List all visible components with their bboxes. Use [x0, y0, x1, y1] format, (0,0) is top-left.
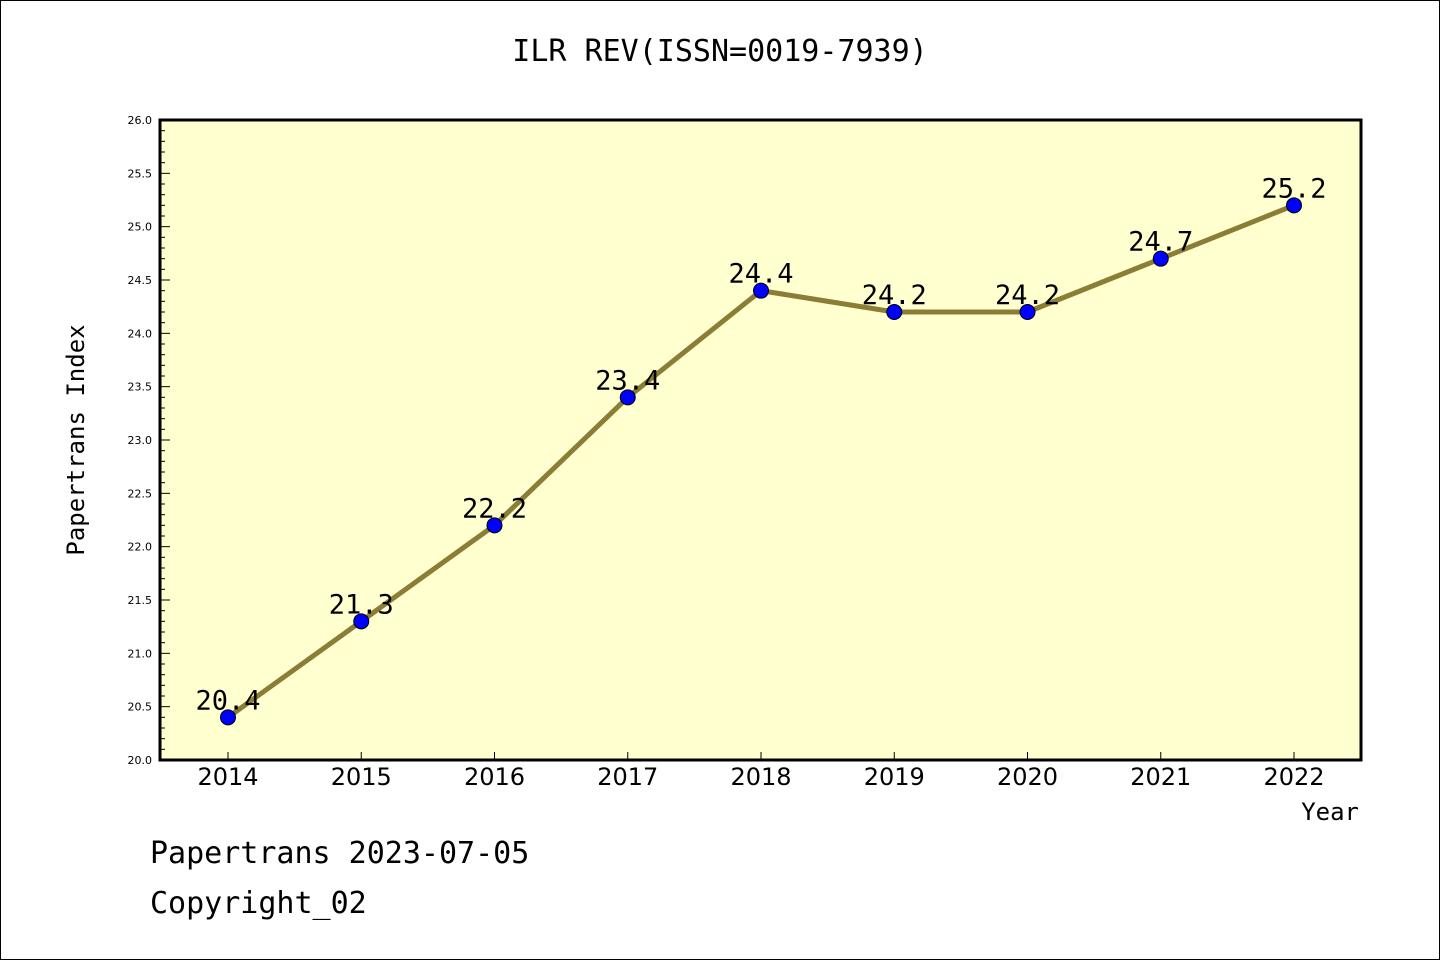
y-tick-label: 20.0: [128, 754, 153, 767]
y-tick-label: 22.5: [128, 487, 153, 500]
y-tick-label: 23.5: [128, 381, 153, 394]
y-tick-label: 20.5: [128, 701, 153, 714]
data-point: [1152, 250, 1169, 267]
y-tick-label: 24.5: [128, 274, 153, 287]
x-tick-label: 2021: [1130, 763, 1191, 791]
x-tick-label: 2018: [730, 763, 791, 791]
data-point: [1019, 304, 1036, 320]
footer-copyright: Copyright_02: [150, 886, 367, 921]
y-tick-label: 26.0: [128, 114, 153, 127]
x-tick-label: 2015: [331, 763, 392, 791]
footer-date: Papertrans 2023-07-05: [150, 836, 530, 871]
x-tick-label: 2022: [1263, 763, 1324, 791]
x-axis: 2014 2015 2016 2017 2018 2019 2020 2021 2022: [197, 752, 1325, 791]
series-layer: [220, 197, 1302, 726]
data-label: 20.4: [195, 685, 260, 716]
data-label: 21.3: [329, 589, 394, 620]
data-point: [886, 304, 903, 320]
chart-title: ILR REV(ISSN=0019-7939): [512, 34, 928, 69]
data-label: 24.2: [995, 280, 1060, 311]
data-point: [619, 389, 636, 406]
y-tick-label: 21.0: [128, 647, 153, 660]
y-axis: 20.0 20.5 21.0 21.5 22.0 22.5 23.0 23.5 24.0 24.5…: [128, 114, 170, 767]
data-label: 25.2: [1261, 173, 1326, 204]
data-point: [753, 282, 769, 299]
y-tick-label: 23.0: [128, 434, 153, 447]
x-tick-label: 2019: [864, 763, 925, 791]
x-tick-label: 2016: [464, 763, 525, 791]
y-tick-label: 25.5: [128, 167, 153, 180]
data-label: 23.4: [595, 365, 660, 396]
data-point: [353, 613, 370, 630]
y-tick-label: 21.5: [128, 594, 153, 607]
y-tick-label: 22.0: [128, 541, 153, 554]
x-tick-label: 2017: [597, 763, 658, 791]
data-label: 22.2: [462, 493, 527, 524]
plot-area: [158, 118, 1363, 762]
x-tick-label: 2014: [197, 763, 258, 791]
data-point: [220, 709, 236, 726]
y-tick-label: 24.0: [128, 327, 153, 340]
data-point: [1286, 197, 1302, 214]
x-axis-title: Year: [1301, 798, 1359, 826]
y-tick-label: 25.0: [128, 221, 153, 234]
data-label: 24.4: [728, 259, 793, 290]
y-axis-title: Papertrans Index: [62, 324, 90, 555]
data-label: 24.2: [862, 280, 927, 311]
data-point: [486, 517, 503, 534]
x-tick-label: 2020: [997, 763, 1058, 791]
data-label: 24.7: [1128, 227, 1193, 258]
data-label-layer: 20.4 21.3 22.2 23.4 24.4 24.2 24.2 24.7 25.2: [195, 173, 1326, 716]
